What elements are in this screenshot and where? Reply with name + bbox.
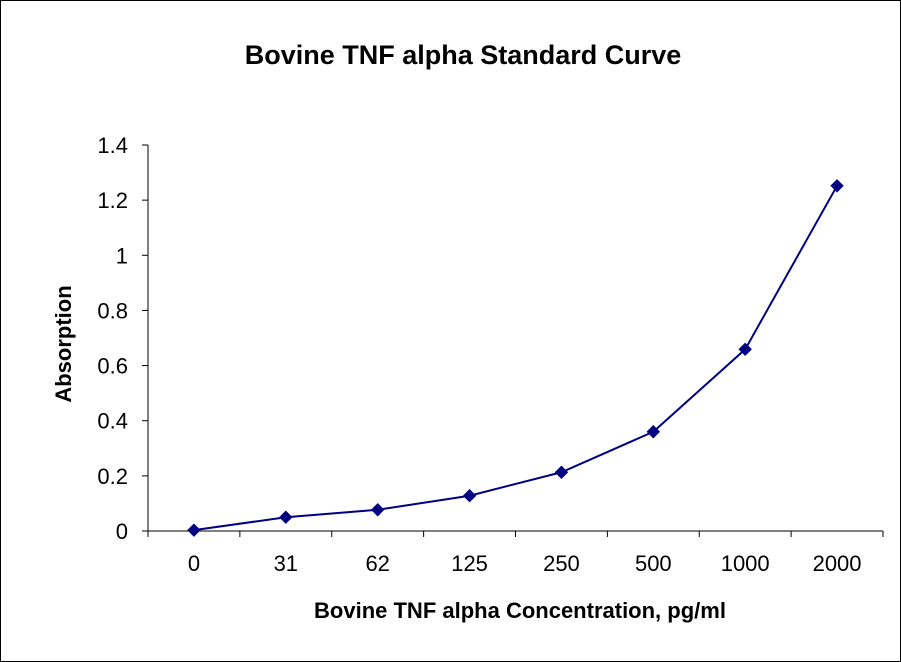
y-tick-label: 1.2 [97, 188, 128, 213]
y-tick-label: 1.4 [97, 133, 128, 158]
x-axis-title: Bovine TNF alpha Concentration, pg/ml [314, 598, 726, 623]
axes [142, 144, 884, 537]
x-tick-label: 0 [188, 551, 200, 576]
y-tick-label: 0.8 [97, 298, 128, 323]
chart-title: Bovine TNF alpha Standard Curve [245, 40, 682, 70]
data-point [187, 523, 201, 537]
data-point [370, 503, 385, 517]
x-tick-label: 2000 [813, 551, 862, 576]
y-tick-label: 1 [116, 243, 128, 268]
tick-labels: 0 0.2 0.4 0.6 0.8 1 1.2 1.4 0 31 62 125 250 500 1000 20… [97, 133, 861, 576]
data-point [462, 489, 477, 503]
y-tick-label: 0 [116, 519, 128, 544]
data-point [279, 510, 293, 524]
series-layer [187, 179, 844, 537]
x-tick-label: 1000 [721, 551, 770, 576]
x-tick-label: 250 [543, 551, 580, 576]
y-tick-label: 0.2 [97, 464, 128, 489]
y-tick-label: 0.6 [97, 354, 128, 379]
data-point [738, 342, 752, 357]
x-tick-label: 500 [635, 551, 672, 576]
y-axis-title: Absorption [51, 285, 76, 402]
data-point [646, 425, 661, 439]
y-tick-label: 0.4 [97, 409, 128, 434]
series-line [193, 185, 838, 532]
x-tick-label: 125 [451, 551, 488, 576]
x-tick-label: 31 [274, 551, 298, 576]
data-point [830, 179, 844, 193]
data-point [554, 465, 569, 479]
x-tick-label: 62 [365, 551, 389, 576]
